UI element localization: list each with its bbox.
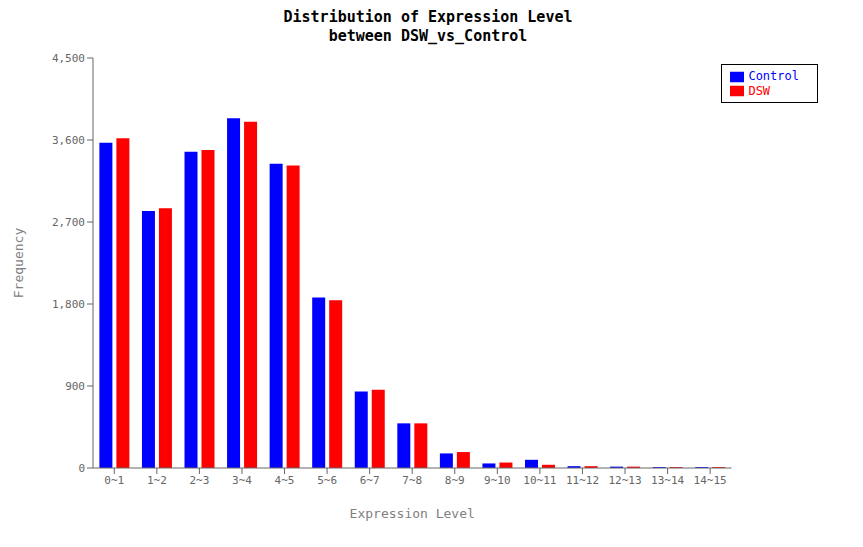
svg-text:5~6: 5~6 (317, 474, 337, 487)
html-text:between DSW_vs_Control: between DSW_vs_Control (328, 27, 528, 45)
svg-text:11~12: 11~12 (566, 474, 599, 487)
html-text:DSW: DSW (748, 83, 771, 98)
svg-text:7~8: 7~8 (402, 474, 422, 487)
html-text:Control: Control (748, 69, 799, 83)
svg-text:3,600: 3,600 (52, 134, 85, 147)
svg-text:2~3: 2~3 (189, 474, 209, 487)
svg-text:6~7: 6~7 (360, 474, 380, 487)
svg-text:12~13: 12~13 (608, 474, 641, 487)
svg-text:Frequency: Frequency (11, 228, 26, 299)
svg-text:13~14: 13~14 (651, 474, 684, 487)
svg-text:2,700: 2,700 (52, 216, 85, 229)
svg-text:Expression Level: Expression Level (350, 506, 475, 521)
svg-text:0: 0 (78, 462, 85, 475)
svg-text:0~1: 0~1 (104, 474, 124, 487)
svg-text:900: 900 (65, 380, 85, 393)
svg-text:9~10: 9~10 (484, 474, 511, 487)
svg-text:10~11: 10~11 (523, 474, 556, 487)
html-text:Distribution of Expression Lev: Distribution of Expression Level (283, 8, 573, 26)
svg-text:1~2: 1~2 (147, 474, 167, 487)
svg-text:3~4: 3~4 (232, 474, 252, 487)
svg-text:8~9: 8~9 (445, 474, 465, 487)
svg-text:14~15: 14~15 (694, 474, 727, 487)
svg-text:1,800: 1,800 (52, 298, 85, 311)
svg-text:4~5: 4~5 (275, 474, 295, 487)
svg-text:4,500: 4,500 (52, 52, 85, 65)
